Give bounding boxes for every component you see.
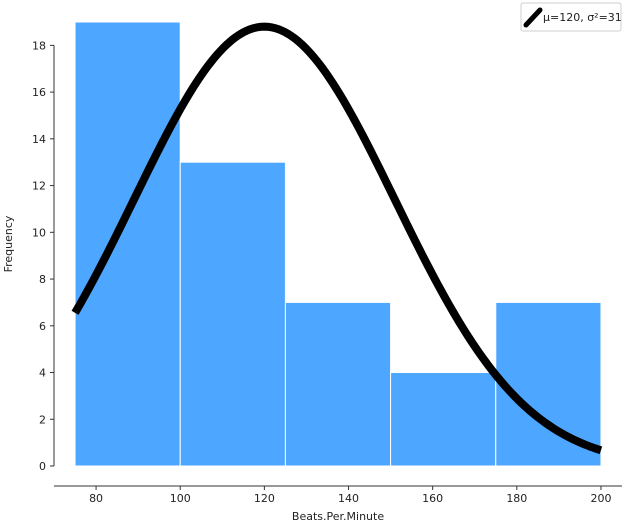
x-tick-label: 140: [338, 492, 359, 505]
normal-curve-layer: [71, 22, 603, 455]
legend-box: [520, 2, 622, 32]
y-tick-label: 10: [32, 226, 46, 239]
y-tick-label: 14: [32, 133, 46, 146]
legend: μ=120, σ²=31: [520, 2, 622, 32]
histogram-bar: [495, 301, 602, 467]
x-axis: 80 100 120 140 160 180 200: [54, 485, 622, 505]
y-tick-label: 0: [39, 460, 46, 473]
y-axis-title: Frequency: [2, 215, 15, 272]
y-tick-label: 2: [39, 413, 46, 426]
y-tick-label: 8: [39, 273, 46, 286]
histogram-bar: [284, 301, 392, 467]
y-tick-label: 16: [32, 86, 46, 99]
y-tick-label: 12: [32, 180, 46, 193]
y-tick-label: 18: [32, 39, 46, 52]
y-tick-label: 6: [39, 320, 46, 333]
legend-swatch: [523, 7, 543, 28]
normal-curve: [71, 22, 603, 455]
x-tick-label: 120: [254, 492, 275, 505]
histogram-bar: [179, 161, 286, 467]
x-tick-label: 80: [89, 492, 103, 505]
x-tick-label: 160: [422, 492, 443, 505]
x-tick-label: 100: [170, 492, 191, 505]
y-tick-label: 4: [39, 367, 46, 380]
x-tick-label: 200: [590, 492, 611, 505]
y-axis: 0 2 4 6 8 10 12 14 16 18: [32, 39, 55, 473]
legend-label: μ=120, σ²=31: [543, 11, 622, 24]
histogram-bar: [74, 21, 181, 467]
x-axis-title: Beats.Per.Minute: [292, 510, 384, 523]
x-tick-label: 180: [506, 492, 527, 505]
histogram-bar: [390, 372, 497, 467]
histogram-bars: [74, 21, 602, 467]
